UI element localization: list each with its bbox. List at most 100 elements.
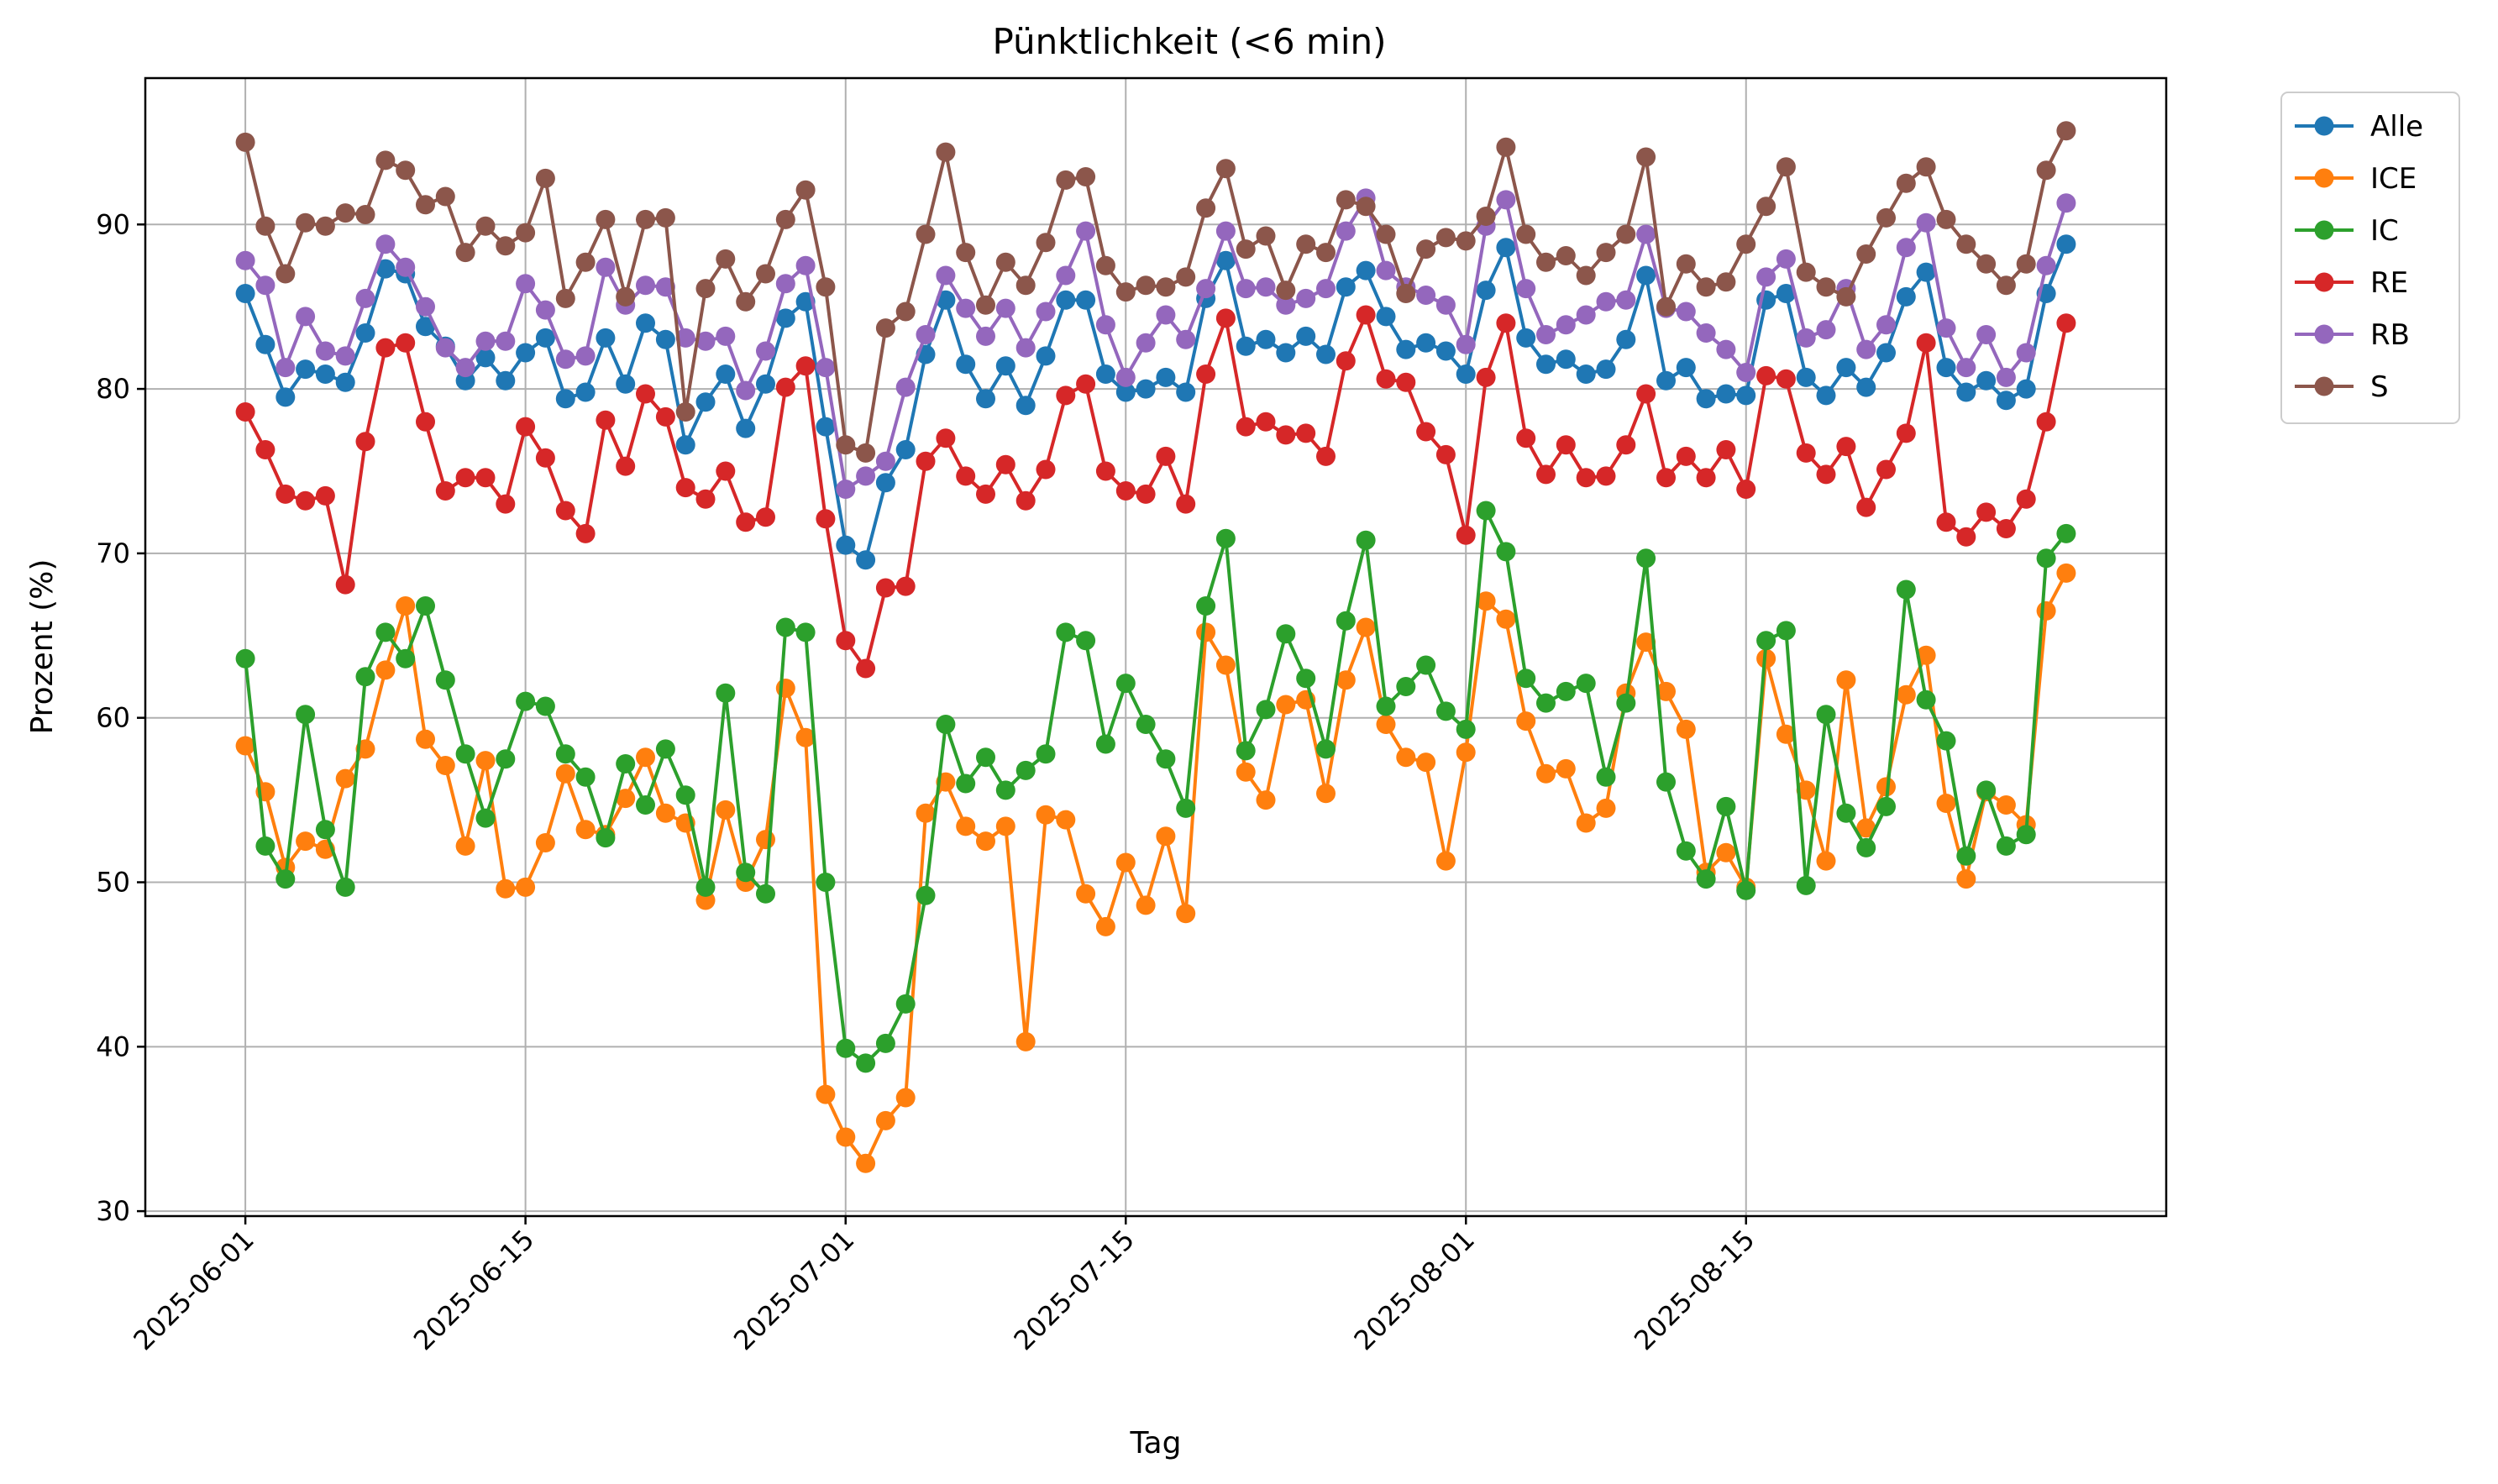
data-point-ic <box>1556 681 1576 701</box>
data-point-ic <box>1616 693 1636 713</box>
data-point-s <box>1456 231 1476 251</box>
data-point-alle <box>2016 379 2036 399</box>
data-point-alle <box>475 348 496 368</box>
data-point-re <box>895 576 916 596</box>
legend-label: ICE <box>2370 162 2417 196</box>
data-point-alle <box>235 284 255 303</box>
data-point-re <box>1716 440 1736 459</box>
data-point-s <box>675 402 695 422</box>
data-point-rb <box>995 298 1015 318</box>
data-point-alle <box>1396 339 1416 359</box>
y-tick-label: 40 <box>96 1030 130 1062</box>
data-point-alle <box>1776 284 1796 303</box>
data-point-ic <box>255 836 276 856</box>
data-point-rb <box>1015 338 1036 358</box>
data-point-s <box>1036 233 1056 253</box>
data-point-re <box>1816 464 1836 485</box>
data-point-rb <box>1176 329 1196 349</box>
data-point-re <box>1656 468 1676 488</box>
data-point-rb <box>1976 325 1997 344</box>
data-point-rb <box>396 257 416 277</box>
data-point-alle <box>616 374 636 394</box>
data-point-s <box>1776 157 1796 177</box>
data-point-alle <box>535 328 555 348</box>
data-point-re <box>1736 480 1756 499</box>
data-point-ice <box>1876 777 1896 797</box>
data-point-re <box>716 461 736 481</box>
data-point-rb <box>1916 212 1936 233</box>
data-point-rb <box>936 265 956 286</box>
data-point-re <box>596 410 616 430</box>
data-point-re <box>1876 459 1896 480</box>
data-point-ic <box>1796 875 1816 895</box>
data-point-rb <box>1076 221 1096 241</box>
data-point-re <box>1076 374 1096 394</box>
data-point-rb <box>1876 315 1896 335</box>
data-point-ic <box>1896 579 1916 600</box>
data-point-alle <box>1156 367 1176 387</box>
legend-item-s: S <box>2295 370 2389 404</box>
data-point-s <box>335 203 355 223</box>
data-point-alle <box>655 329 675 349</box>
data-point-ic <box>355 667 375 687</box>
data-point-s <box>836 435 856 455</box>
y-tick-label: 30 <box>96 1195 130 1227</box>
data-point-alle <box>1556 349 1576 370</box>
data-point-ic <box>1516 669 1536 689</box>
data-point-ice <box>416 729 435 749</box>
data-point-re <box>816 509 836 529</box>
data-point-re <box>675 478 695 498</box>
data-point-ic <box>1396 677 1416 696</box>
data-point-s <box>1516 224 1536 244</box>
data-point-s <box>1976 254 1997 274</box>
data-point-s <box>875 318 895 338</box>
data-point-ic <box>276 869 296 889</box>
data-point-rb <box>475 331 496 351</box>
data-point-ic <box>675 785 695 805</box>
data-point-ic <box>1215 528 1236 548</box>
data-point-re <box>1036 459 1056 480</box>
data-point-alle <box>596 328 616 348</box>
data-point-alle <box>416 317 435 337</box>
data-point-rb <box>655 277 675 297</box>
data-point-re <box>315 485 335 506</box>
data-point-ic <box>416 596 435 616</box>
data-point-ic <box>1536 693 1556 713</box>
data-point-ic <box>1776 621 1796 641</box>
data-point-alle <box>1336 277 1356 297</box>
data-point-rb <box>736 380 756 401</box>
data-point-ice <box>795 727 816 747</box>
data-point-alle <box>315 364 335 384</box>
data-point-re <box>1796 443 1816 463</box>
data-point-ic <box>875 1033 895 1053</box>
legend-item-ic: IC <box>2295 214 2399 248</box>
data-point-s <box>1576 265 1596 286</box>
data-point-ice <box>1956 869 1976 889</box>
data-point-rb <box>1576 305 1596 325</box>
series-re <box>235 305 2076 679</box>
data-point-ice <box>2036 600 2056 621</box>
data-point-alle <box>1816 385 1836 406</box>
data-point-ice <box>775 679 795 698</box>
data-point-s <box>1396 284 1416 303</box>
data-point-alle <box>1936 358 1956 378</box>
legend-label: RB <box>2370 318 2410 352</box>
data-point-rb <box>775 274 795 294</box>
data-point-rb <box>496 331 516 351</box>
data-point-ice <box>1236 762 1256 782</box>
data-point-s <box>1095 255 1115 275</box>
data-point-alle <box>1996 391 2016 411</box>
series-line-alle <box>244 244 2068 562</box>
data-point-s <box>1376 224 1396 244</box>
data-point-ic <box>1816 705 1836 725</box>
data-point-alle <box>1356 260 1376 281</box>
data-point-re <box>1956 527 1976 547</box>
data-point-alle <box>355 323 375 343</box>
data-point-re <box>1596 466 1616 486</box>
y-axis-label: Prozent (%) <box>25 559 60 735</box>
data-point-s <box>2036 160 2056 181</box>
data-point-s <box>1756 197 1776 217</box>
y-axis: 30 40 50 60 70 80 90 <box>96 208 145 1227</box>
data-point-ic <box>1676 841 1696 861</box>
axes-frame <box>144 76 2168 1218</box>
